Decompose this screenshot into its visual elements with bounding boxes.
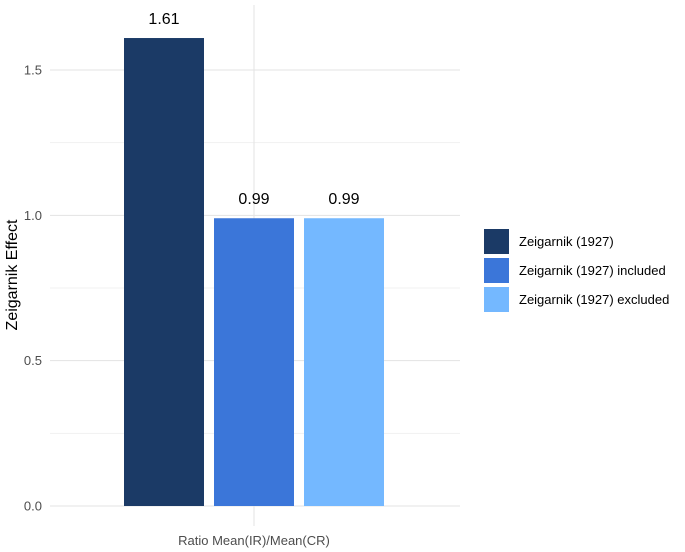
bar-value-label: 1.61	[148, 11, 179, 28]
y-axis-ticks: 0.0 0.5 1.0 1.5	[24, 63, 42, 514]
legend: Zeigarnik (1927) Zeigarnik (1927) include…	[484, 229, 669, 312]
legend-swatch	[484, 229, 509, 254]
bar	[304, 218, 384, 507]
x-axis-ticks: Ratio Mean(IR)/Mean(CR)	[178, 533, 330, 548]
legend-label: Zeigarnik (1927) included	[519, 263, 666, 278]
bar-value-labels: 1.61 0.99 0.99	[148, 11, 359, 208]
legend-label: Zeigarnik (1927)	[519, 234, 614, 249]
y-axis-title: Zeigarnik Effect	[4, 219, 21, 330]
y-tick-label: 0.0	[24, 499, 42, 514]
legend-swatch	[484, 258, 509, 283]
bar-value-label: 0.99	[238, 191, 269, 208]
legend-label: Zeigarnik (1927) excluded	[519, 292, 669, 307]
bar	[214, 218, 294, 507]
bar	[124, 38, 204, 506]
x-tick-label: Ratio Mean(IR)/Mean(CR)	[178, 533, 330, 548]
legend-swatch	[484, 287, 509, 312]
bars	[124, 38, 384, 507]
y-tick-label: 1.0	[24, 208, 42, 223]
y-tick-label: 0.5	[24, 353, 42, 368]
bar-value-label: 0.99	[328, 191, 359, 208]
y-tick-label: 1.5	[24, 63, 42, 78]
